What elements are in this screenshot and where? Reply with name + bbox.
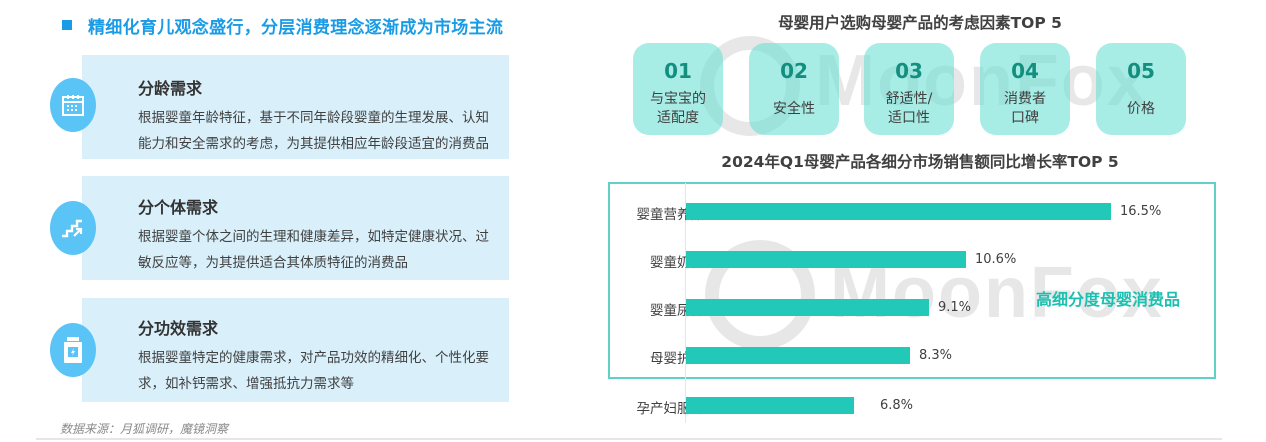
factors-title: 母婴用户选购母婴产品的考虑因素TOP 5: [778, 14, 1062, 32]
factor-number: 05: [1127, 59, 1155, 83]
bar: [686, 203, 1111, 220]
factor-number: 03: [895, 59, 923, 83]
factor-number: 04: [1011, 59, 1039, 83]
highlight-box: [608, 182, 1216, 379]
card-description: 根据婴童年龄特征，基于不同年龄段婴童的生理发展、认知能力和安全需求的考虑，为其提…: [138, 110, 489, 152]
factor-label: 与宝宝的: [650, 91, 706, 107]
bar: [686, 251, 966, 268]
card-age-demand: 分龄需求 根据婴童年龄特征，基于不同年龄段婴童的生理发展、认知能力和安全需求的考…: [82, 55, 509, 159]
highlight-annotation: 高细分度母婴消费品: [1036, 290, 1181, 309]
factor-number: 02: [780, 59, 808, 83]
card-title: 分个体需求: [138, 198, 219, 217]
card-title: 分功效需求: [138, 319, 219, 338]
factor-label: 口碑: [1011, 110, 1039, 126]
factor-label: 消费者: [1004, 91, 1046, 107]
chart-title: 2024年Q1母婴产品各细分市场销售额同比增长率TOP 5: [721, 153, 1119, 171]
card-efficacy-demand: 分功效需求 根据婴童特定的健康需求，对产品功效的精细化、个性化要求，如补钙需求、…: [82, 298, 509, 402]
data-source-note: 数据来源：月狐调研，魔镜洞察: [60, 422, 229, 436]
value-label: 9.1%: [938, 300, 972, 315]
card-title: 分龄需求: [138, 79, 203, 98]
square-bullet-icon: [62, 20, 72, 30]
factor-number: 01: [664, 59, 692, 83]
supplement-bottle-icon: [50, 323, 96, 377]
card-description: 根据婴童个体之间的生理和健康差异，如特定健康状况、过敏反应等，为其提供适合其体质…: [138, 229, 489, 271]
card-individual-demand: 分个体需求 根据婴童个体之间的生理和健康差异，如特定健康状况、过敏反应等，为其提…: [82, 176, 509, 280]
value-label: 6.8%: [880, 398, 914, 413]
factor-label: 适配度: [657, 110, 699, 126]
factor-card: 03 舒适性/ 适口性: [864, 43, 954, 135]
bar: [686, 397, 854, 414]
value-label: 8.3%: [919, 348, 953, 363]
factor-card: 02 安全性: [749, 43, 839, 135]
bar: [686, 299, 929, 316]
headline-text: 精细化育儿观念盛行，分层消费理念逐渐成为市场主流: [88, 17, 504, 38]
card-description: 根据婴童特定的健康需求，对产品功效的精细化、个性化要求，如补钙需求、增强抵抗力需…: [138, 350, 489, 392]
value-label: 10.6%: [975, 252, 1017, 267]
calendar-icon: [50, 78, 96, 132]
factor-label: 适口性: [888, 110, 930, 126]
stairs-up-icon: [50, 201, 96, 255]
factor-card: 01 与宝宝的 适配度: [633, 43, 723, 135]
divider: [36, 438, 1222, 440]
factor-card: 05 价格: [1096, 43, 1186, 135]
section-headline: 精细化育儿观念盛行，分层消费理念逐渐成为市场主流: [62, 13, 504, 38]
factor-card: 04 消费者 口碑: [980, 43, 1070, 135]
factor-label: 价格: [1127, 101, 1155, 117]
y-axis-line: [685, 183, 686, 423]
factor-label: 舒适性/: [885, 91, 933, 107]
bar: [686, 347, 910, 364]
value-label: 16.5%: [1120, 204, 1162, 219]
factor-label: 安全性: [773, 101, 815, 117]
